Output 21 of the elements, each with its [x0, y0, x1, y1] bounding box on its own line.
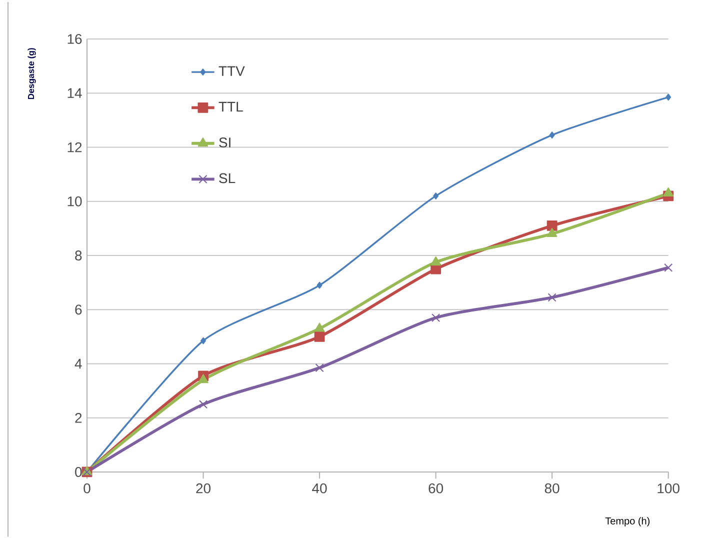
y-tick-label: 4: [74, 358, 82, 369]
legend-label: SL: [219, 173, 236, 184]
x-tick-label: 0: [84, 483, 90, 494]
x-tick-label: 80: [544, 483, 560, 494]
legend-label: SI: [219, 138, 230, 148]
x-tick-label: 100: [658, 483, 680, 494]
y-tick-label: 12: [68, 142, 82, 152]
y-tick-label: 2: [75, 412, 82, 423]
y-axis-title: Desgaste (g): [28, 48, 36, 100]
y-tick-label: 10: [68, 196, 82, 206]
y-tick-label: 0: [75, 467, 82, 477]
x-tick-label: 40: [312, 483, 327, 494]
y-tick-label: 6: [75, 304, 82, 315]
x-axis-title: Tempo (h): [605, 517, 650, 526]
y-tick-label: 16: [68, 34, 82, 44]
y-tick-label: 8: [75, 250, 82, 260]
y-tick-label: 14: [68, 88, 82, 98]
x-tick-label: 60: [428, 483, 444, 494]
legend-label: TTL: [218, 102, 243, 112]
legend-label: TTV: [218, 66, 245, 76]
x-tick-label: 20: [196, 483, 211, 494]
